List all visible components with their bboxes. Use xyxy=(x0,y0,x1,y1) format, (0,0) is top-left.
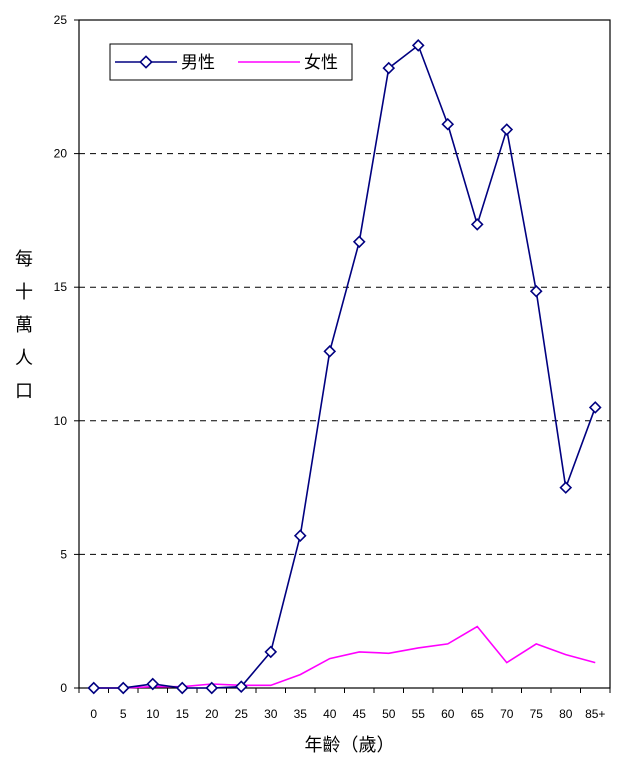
data-point xyxy=(441,117,455,131)
series-line xyxy=(93,44,597,689)
data-point xyxy=(411,39,425,52)
legend-label-female: 女性 xyxy=(304,53,338,73)
data-point xyxy=(352,235,366,249)
y-tick-label: 5 xyxy=(60,547,67,561)
x-tick-label: 70 xyxy=(500,707,514,721)
x-tick-label: 55 xyxy=(412,707,426,721)
x-tick-label: 75 xyxy=(530,707,544,721)
series-line xyxy=(93,625,596,689)
x-tick-label: 50 xyxy=(382,707,396,721)
data-point xyxy=(559,481,573,494)
data-point xyxy=(500,123,514,136)
y-axis-title-char: 口 xyxy=(15,381,33,402)
x-tick-label: 85+ xyxy=(585,707,605,721)
data-point xyxy=(87,681,101,695)
data-point xyxy=(382,61,396,75)
y-tick-label: 25 xyxy=(54,13,68,27)
data-point xyxy=(234,680,248,693)
x-tick-label: 80 xyxy=(559,707,573,721)
plot-area xyxy=(78,19,611,689)
y-axis-ticks: 0 5 10 15 20 25 xyxy=(54,13,79,695)
y-axis-title-char: 人 xyxy=(15,348,33,369)
data-point xyxy=(293,529,307,543)
gridlines xyxy=(79,153,610,555)
data-point xyxy=(116,681,130,695)
y-axis-title-char: 每 xyxy=(15,249,33,270)
data-point xyxy=(588,401,602,414)
y-tick-label: 10 xyxy=(54,414,68,428)
x-tick-label: 20 xyxy=(205,707,219,721)
x-tick-label: 45 xyxy=(353,707,367,721)
y-axis-title-char: 萬 xyxy=(15,315,33,336)
x-tick-label: 30 xyxy=(264,707,278,721)
x-tick-label: 15 xyxy=(176,707,190,721)
data-point xyxy=(205,681,219,695)
data-point xyxy=(529,284,543,298)
legend-label-male: 男性 xyxy=(181,53,215,73)
data-point xyxy=(323,344,337,358)
series-layer xyxy=(87,39,602,695)
data-point xyxy=(470,218,484,231)
data-point xyxy=(175,681,189,695)
x-tick-label: 25 xyxy=(235,707,249,721)
data-point xyxy=(264,645,278,659)
x-tick-label: 5 xyxy=(120,707,127,721)
x-axis-ticks: 0 5 10 15 20 25 30 35 40 45 50 55 60 65 70 75 80 85+ xyxy=(78,688,611,721)
x-tick-label: 40 xyxy=(323,707,337,721)
x-tick-label: 35 xyxy=(294,707,308,721)
x-tick-label: 0 xyxy=(90,707,97,721)
data-point xyxy=(146,677,160,691)
legend: 男性 女性 xyxy=(109,43,353,81)
x-tick-label: 60 xyxy=(441,707,455,721)
y-axis-title-char: 十 xyxy=(15,282,33,303)
x-tick-label: 65 xyxy=(471,707,485,721)
y-tick-label: 0 xyxy=(60,681,67,695)
legend-marker-male xyxy=(139,55,153,69)
x-tick-label: 10 xyxy=(146,707,160,721)
x-axis-title: 年齡（歲） xyxy=(305,735,395,756)
y-tick-label: 20 xyxy=(54,147,68,161)
y-tick-label: 15 xyxy=(54,280,68,294)
